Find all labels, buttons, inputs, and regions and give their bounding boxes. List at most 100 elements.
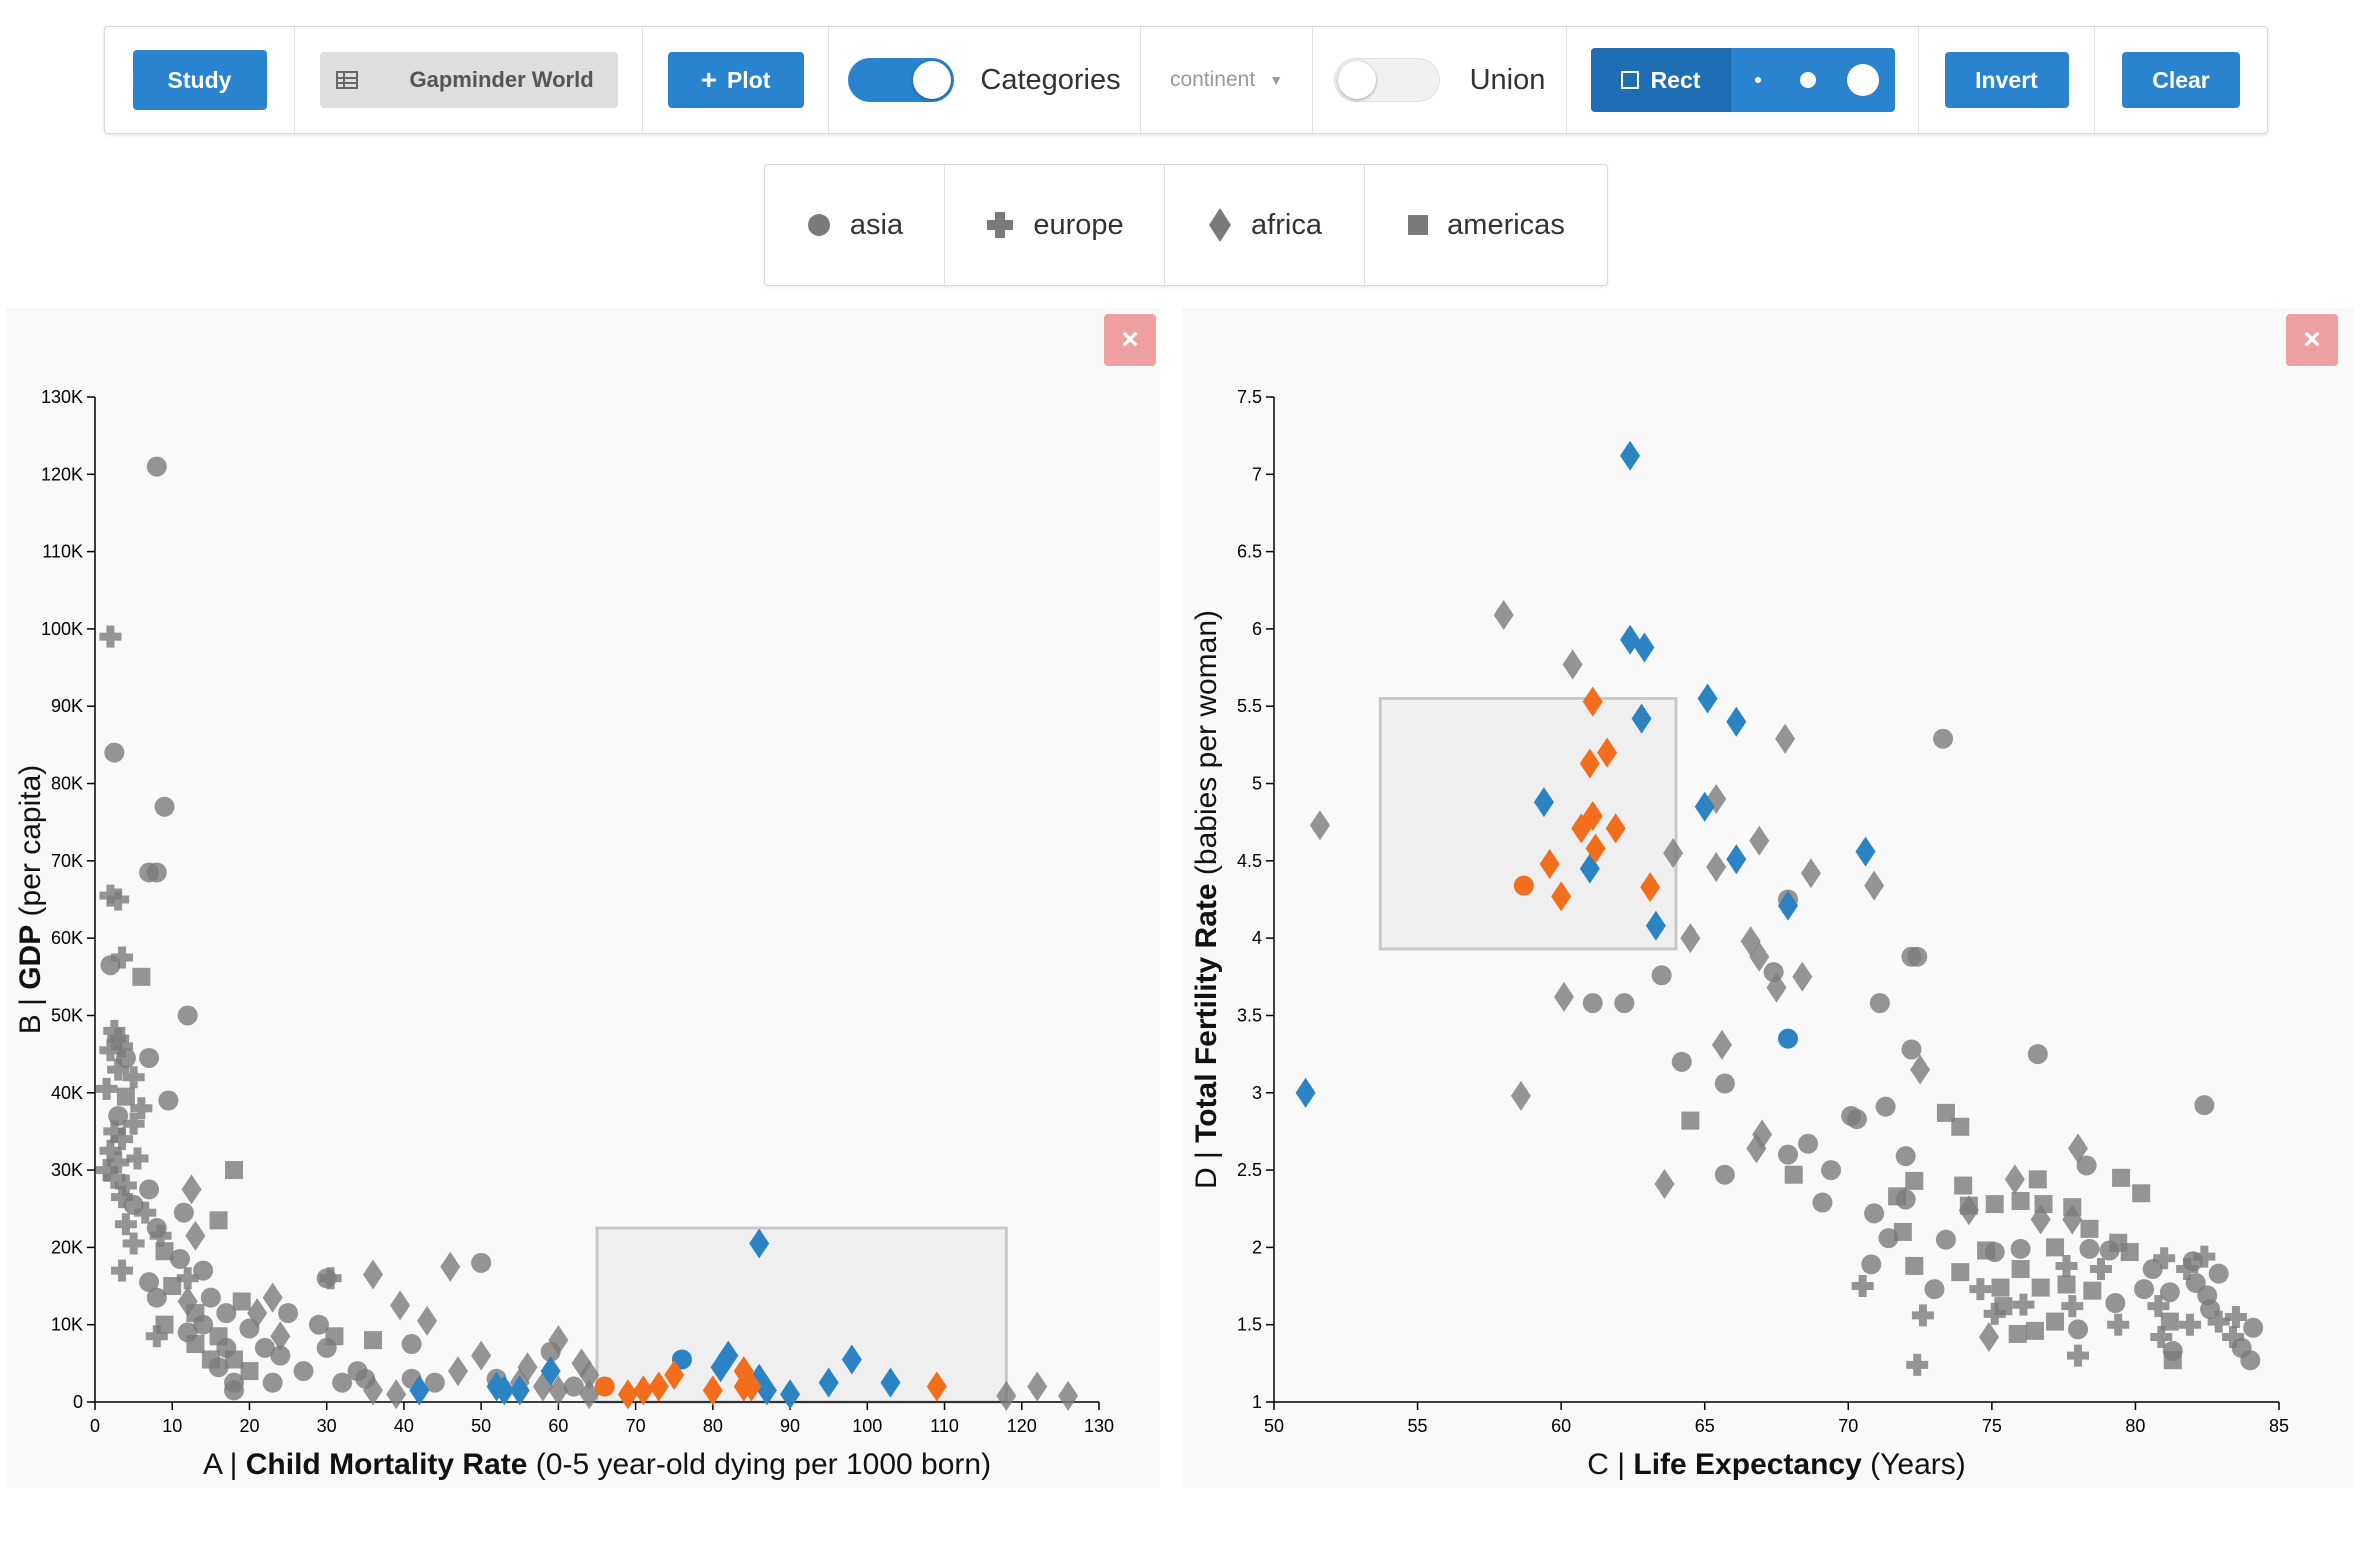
data-point-europe [2055, 1254, 2078, 1277]
data-point-europe [111, 1035, 134, 1058]
y-axis-label: B | GDP (per capita) [14, 765, 47, 1035]
data-point-asia [1812, 1192, 1833, 1213]
data-point-africa [1539, 848, 1560, 879]
data-point-asia [2159, 1282, 2180, 1303]
rect-brush-button[interactable]: Rect [1590, 48, 1731, 112]
data-point-asia [1861, 1254, 1882, 1275]
y-axis-label-part: D | [1190, 1143, 1223, 1189]
data-point-asia [1875, 1096, 1896, 1117]
data-point-africa [1697, 683, 1718, 714]
union-label: Union [1469, 63, 1546, 96]
data-point-asia [1901, 1039, 1922, 1060]
data-point-asia [1878, 1228, 1899, 1249]
data-point-asia [401, 1334, 422, 1355]
categories-segment: Categories [829, 27, 1141, 133]
x-axis-label-part: Child Mortality Rate [246, 1448, 528, 1481]
scatter-chart-left[interactable]: 0 10 20 30 40 50 60 70 80 90 100 110 120 130 0 10K 20K 30… [6, 308, 1160, 1488]
legend-item-europe[interactable]: europe [945, 165, 1165, 285]
y-tick-label: 3 [1252, 1083, 1262, 1103]
x-tick-label: 55 [1408, 1416, 1428, 1436]
y-tick-label: 130K [41, 387, 83, 407]
data-point-asia [563, 1376, 584, 1397]
x-tick-label: 40 [394, 1416, 414, 1436]
data-point-europe [126, 1147, 149, 1170]
x-tick-label: 30 [317, 1416, 337, 1436]
clear-button[interactable]: Clear [2122, 52, 2240, 108]
plot-button[interactable]: + Plot [667, 52, 804, 108]
data-point-africa [1631, 703, 1652, 734]
data-point-asia [173, 1202, 194, 1223]
dot-large-icon [1846, 64, 1879, 96]
legend-item-americas[interactable]: americas [1365, 165, 1607, 285]
data-point-asia [2099, 1240, 2120, 1261]
data-point-africa [509, 1375, 530, 1406]
data-point-africa [718, 1340, 739, 1371]
toggle-knob [913, 61, 952, 99]
data-point-africa [1645, 910, 1666, 941]
data-point-americas [1681, 1111, 1700, 1130]
data-point-asia [1933, 728, 1954, 749]
scatter-chart-right[interactable]: 50 55 60 65 70 75 80 85 1 1.5 2 2.5 3 3.5 4 4.5 5 5.5 6 6.5… [1182, 308, 2354, 1488]
data-point-africa [664, 1359, 685, 1390]
selection-rect [1378, 697, 1678, 951]
close-icon: × [1121, 323, 1139, 356]
categories-toggle[interactable] [848, 58, 955, 102]
data-point-asia [2208, 1263, 2229, 1284]
data-point-americas [2057, 1275, 2076, 1294]
data-point-europe [2061, 1295, 2084, 1318]
data-point-asia [158, 1090, 179, 1111]
data-point-africa [1800, 858, 1821, 889]
dataset-button[interactable]: Gapminder World [319, 52, 618, 108]
brush-size-large[interactable] [1831, 48, 1895, 112]
data-point-asia [177, 1005, 198, 1026]
data-point-europe [145, 1325, 168, 1348]
brush-size-medium[interactable] [1785, 48, 1831, 112]
brush-size-small[interactable] [1731, 48, 1785, 112]
y-axis-label-part: GDP [14, 925, 47, 990]
x-tick-label: 100 [852, 1416, 882, 1436]
union-segment: Union [1313, 27, 1567, 133]
data-point-africa [247, 1298, 268, 1329]
data-point-asia [200, 1287, 221, 1308]
data-point-europe [1906, 1353, 1929, 1376]
clear-segment: Clear [2095, 27, 2267, 133]
data-point-europe [2193, 1245, 2216, 1268]
category-select[interactable]: continent ▼ [1141, 27, 1313, 133]
data-point-europe [2150, 1326, 2173, 1349]
data-point-africa [1855, 836, 1876, 867]
data-point-europe [176, 1267, 199, 1290]
invert-button[interactable]: Invert [1944, 52, 2069, 108]
data-point-americas [1784, 1165, 1803, 1184]
legend-label: asia [849, 208, 904, 241]
data-point-africa [1680, 923, 1701, 954]
data-point-africa [996, 1380, 1017, 1411]
legend-item-asia[interactable]: asia [765, 165, 945, 285]
union-toggle[interactable] [1333, 58, 1440, 102]
data-point-africa [409, 1375, 430, 1406]
y-tick-label: 1 [1252, 1392, 1262, 1412]
y-tick-label: 40K [51, 1083, 83, 1103]
data-point-asia [1841, 1105, 1862, 1126]
data-point-africa [1585, 833, 1606, 864]
data-point-americas [209, 1211, 228, 1230]
data-point-asia [146, 1287, 167, 1308]
data-point-africa [617, 1379, 638, 1410]
study-button[interactable]: Study [132, 50, 267, 110]
caret-down-icon: ▼ [1269, 72, 1284, 88]
brush-segment: Rect [1567, 27, 1919, 133]
data-point-asia [1714, 1073, 1735, 1094]
data-point-africa [494, 1375, 515, 1406]
close-plot-button[interactable]: × [2286, 314, 2338, 366]
data-point-africa [1058, 1380, 1079, 1411]
legend-item-africa[interactable]: africa [1165, 165, 1365, 285]
data-point-asia [1864, 1203, 1885, 1224]
data-point-europe [149, 1224, 172, 1247]
data-point-asia [2076, 1155, 2097, 1176]
x-tick-label: 90 [780, 1416, 800, 1436]
data-point-europe [130, 1097, 153, 1120]
data-point-europe [111, 946, 134, 969]
data-point-africa [1777, 890, 1798, 921]
close-plot-button[interactable]: × [1104, 314, 1156, 366]
y-tick-label: 5.5 [1237, 696, 1262, 716]
data-point-americas [2120, 1243, 2139, 1262]
